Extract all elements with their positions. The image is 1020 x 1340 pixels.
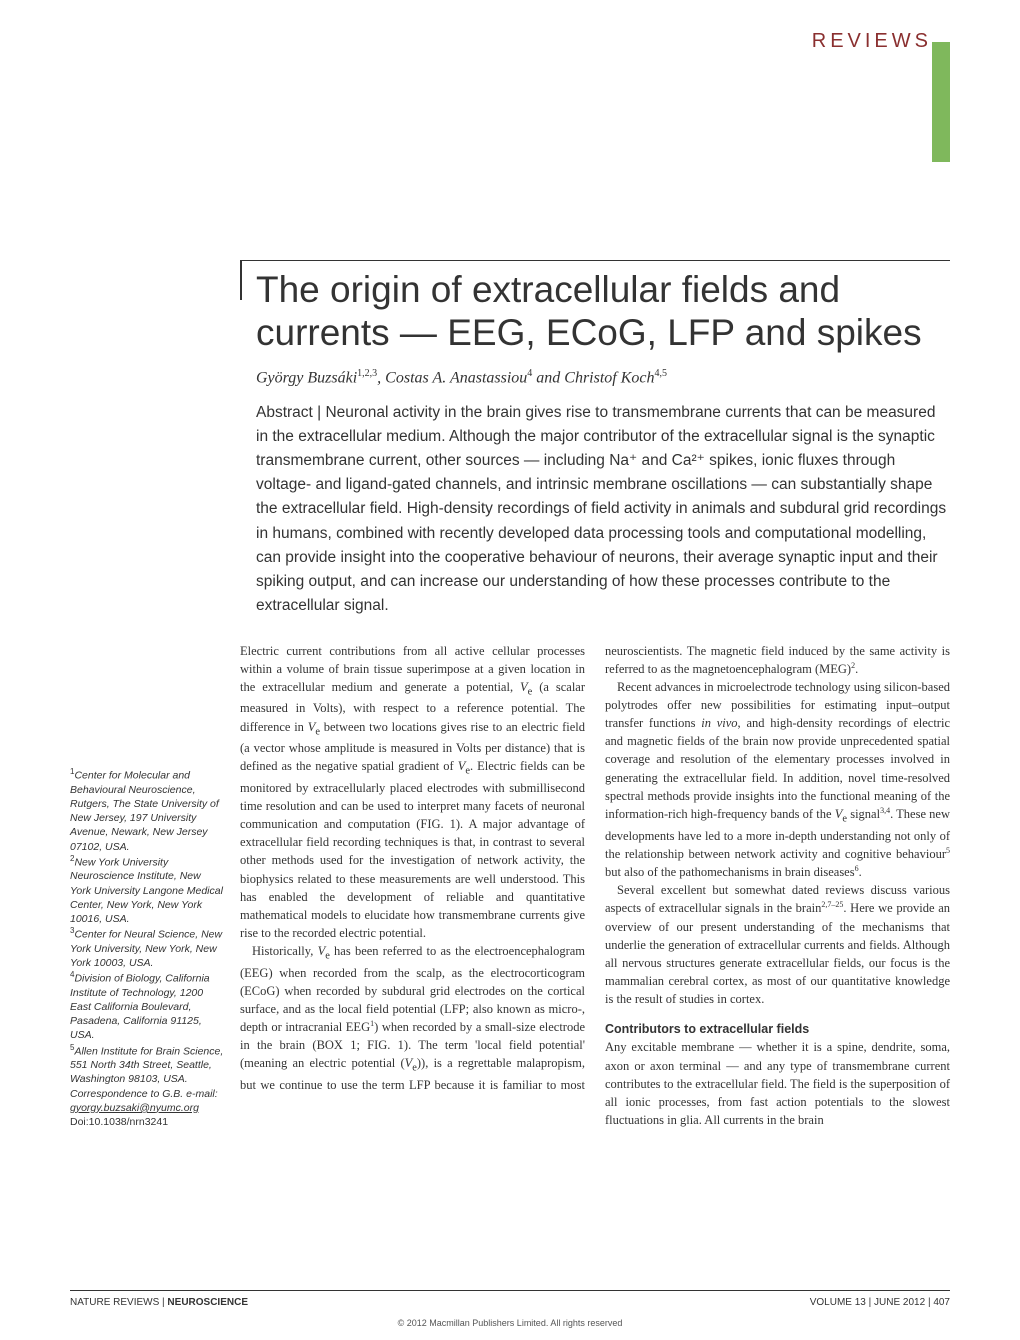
body-subheading: Contributors to extracellular fields: [605, 1020, 950, 1038]
page-footer: NATURE REVIEWS | NEUROSCIENCE VOLUME 13 …: [70, 1290, 950, 1308]
body-p1: Electric current contributions from all …: [240, 642, 585, 942]
copyright-line: © 2012 Macmillan Publishers Limited. All…: [0, 1318, 1020, 1328]
article-content: The origin of extracellular fields and c…: [70, 260, 950, 1129]
abstract-text: Abstract | Neuronal activity in the brai…: [256, 401, 950, 617]
footer-journal: NATURE REVIEWS | NEUROSCIENCE: [70, 1297, 248, 1308]
authors-line: György Buzsáki1,2,3, Costas A. Anastassi…: [256, 368, 950, 387]
body-p5: Any excitable membrane — whether it is a…: [605, 1038, 950, 1129]
body-p4: Several excellent but somewhat dated rev…: [605, 881, 950, 1008]
body-text: Electric current contributions from all …: [240, 642, 950, 1130]
article-title: The origin of extracellular fields and c…: [256, 269, 950, 354]
affiliations-block: 1Center for Molecular and Behavioural Ne…: [70, 767, 240, 1129]
section-color-tab: [932, 42, 950, 162]
body-p3: Recent advances in microelectrode techno…: [605, 678, 950, 881]
footer-issue: VOLUME 13 | JUNE 2012 | 407: [810, 1297, 950, 1308]
section-label: REVIEWS: [812, 30, 932, 53]
title-block: The origin of extracellular fields and c…: [240, 260, 950, 618]
section-header: REVIEWS: [812, 30, 950, 53]
body-container: 1Center for Molecular and Behavioural Ne…: [70, 642, 950, 1130]
